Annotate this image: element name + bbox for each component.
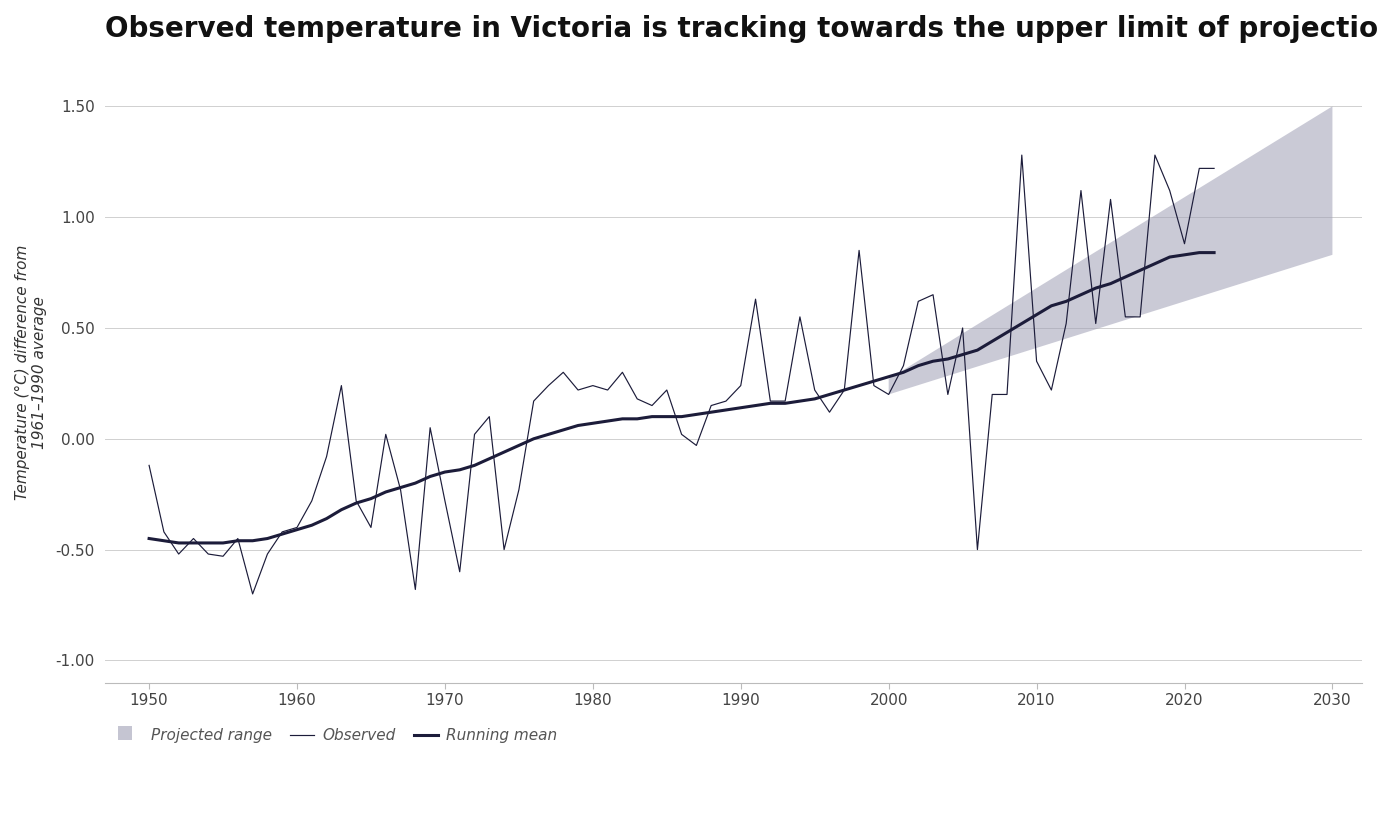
Polygon shape [888,107,1333,395]
Text: Observed temperature in Victoria is tracking towards the upper limit of projecti: Observed temperature in Victoria is trac… [105,15,1377,43]
Legend: Projected range, Observed, Running mean: Projected range, Observed, Running mean [113,722,563,750]
Y-axis label: Temperature (°C) difference from
1961–1990 average: Temperature (°C) difference from 1961–19… [15,244,47,500]
